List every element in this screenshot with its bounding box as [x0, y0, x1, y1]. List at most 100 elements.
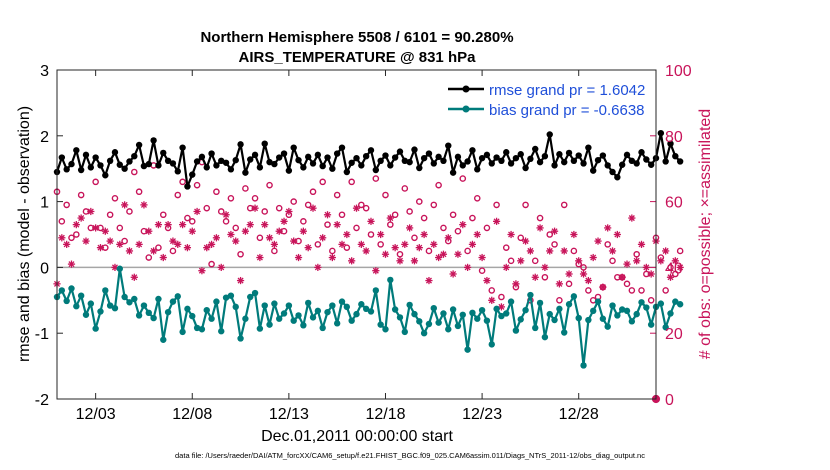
obs-assimilated-point — [521, 237, 530, 245]
obs-possible-point — [304, 201, 312, 209]
obs-assimilated-point — [608, 247, 617, 255]
obs-possible-point — [309, 188, 317, 196]
rmse-point — [121, 165, 128, 172]
rmse-point — [618, 161, 626, 168]
obs-possible-point — [121, 237, 128, 245]
obs-assimilated-point — [526, 247, 535, 255]
obs-possible-point — [242, 185, 249, 192]
obs-assimilated-point — [628, 214, 636, 222]
rmse-point — [382, 152, 389, 159]
obs-assimilated-point — [565, 270, 573, 278]
rmse-point — [218, 157, 225, 165]
obs-assimilated-point — [352, 204, 361, 212]
bias-point — [512, 327, 520, 334]
rmse-point — [541, 152, 549, 160]
rmse-point — [459, 162, 466, 169]
rmse-point — [314, 151, 322, 159]
legend-bias-marker — [462, 105, 470, 113]
rmse-point — [193, 158, 201, 165]
x-tick-label: 12/23 — [462, 406, 502, 423]
bias-point — [261, 302, 268, 309]
rmse-point — [150, 137, 157, 144]
bias-point — [77, 292, 85, 299]
obs-possible-point — [604, 241, 611, 248]
plot-frame — [56, 69, 657, 400]
bias-point — [174, 293, 181, 300]
rmse-point — [570, 157, 578, 165]
rmse-point — [362, 152, 370, 160]
rmse-point — [92, 154, 99, 161]
y2-tick-label: 80 — [665, 129, 683, 146]
rmse-point — [532, 145, 539, 153]
obs-assimilated-point — [299, 227, 307, 235]
obs-assimilated-point — [555, 280, 563, 288]
bias-point — [454, 322, 462, 330]
obs-assimilated-point — [212, 234, 221, 242]
rmse-point — [527, 155, 534, 163]
rmse-point — [580, 160, 587, 167]
obs-assimilated-point — [217, 263, 225, 271]
bias-point — [169, 298, 177, 305]
obs-assimilated-point — [420, 230, 428, 239]
rmse-point — [551, 162, 558, 169]
bias-point — [63, 297, 70, 305]
rmse-point — [604, 162, 611, 169]
obs-possible-point — [449, 211, 457, 219]
obs-assimilated-point — [391, 244, 399, 252]
obs-assimilated-point — [193, 207, 201, 216]
obs-possible-point — [266, 181, 273, 189]
obs-assimilated-point — [77, 214, 85, 222]
rmse-point — [348, 159, 355, 166]
obs-possible-point — [420, 214, 428, 222]
legend-box — [440, 78, 650, 122]
bias-point — [135, 312, 143, 319]
obs-assimilated-point — [647, 270, 655, 278]
rmse-point — [338, 144, 346, 151]
bias-point — [160, 336, 167, 343]
rmse-point — [662, 158, 669, 165]
rmse-point — [628, 157, 636, 165]
obs-possible-point — [396, 250, 404, 258]
rmse-point — [590, 167, 597, 174]
obs-assimilated-point — [92, 224, 100, 232]
rmse-point — [609, 168, 616, 176]
rmse-point — [643, 156, 650, 163]
obs-assimilated-point — [502, 263, 510, 271]
obs-assimilated-point — [406, 224, 414, 232]
obs-possible-point — [498, 293, 505, 301]
bias-point — [227, 292, 235, 299]
rmse-point — [503, 149, 510, 156]
chart-subtitle: AIRS_TEMPERATURE @ 831 hPa — [239, 49, 477, 66]
rmse-point — [63, 166, 70, 173]
rmse-point — [546, 131, 553, 138]
bias-point — [667, 310, 674, 317]
obs-possible-point — [111, 195, 119, 202]
rmse-point — [333, 150, 341, 157]
rmse-point — [247, 156, 254, 163]
rmse-point — [131, 152, 138, 160]
obs-assimilated-point — [338, 240, 346, 248]
obs-possible-point — [193, 181, 201, 189]
obs-assimilated-point — [96, 244, 105, 252]
obs-assimilated-point — [101, 227, 109, 235]
obs-assimilated-point — [425, 276, 433, 285]
rmse-point — [672, 152, 679, 160]
x-axis-label: Dec.01,2011 00:00:00 start — [261, 428, 453, 445]
bias-point — [604, 323, 611, 330]
obs-possible-point — [628, 287, 636, 294]
obs-assimilated-point — [676, 263, 684, 271]
obs-possible-point — [362, 204, 370, 212]
obs-possible-point — [77, 191, 85, 199]
bias-point — [247, 293, 254, 301]
obs-assimilated-point — [459, 221, 467, 229]
obs-assimilated-point — [410, 257, 419, 265]
bias-point — [556, 305, 563, 313]
obs-possible-point — [188, 218, 196, 225]
rmse-point — [116, 161, 123, 168]
rmse-point — [140, 162, 148, 170]
rmse-point — [232, 156, 239, 164]
bias-point — [179, 328, 186, 336]
rmse-point — [411, 146, 418, 153]
bias-point — [541, 333, 549, 341]
obs-possible-point — [213, 188, 220, 196]
